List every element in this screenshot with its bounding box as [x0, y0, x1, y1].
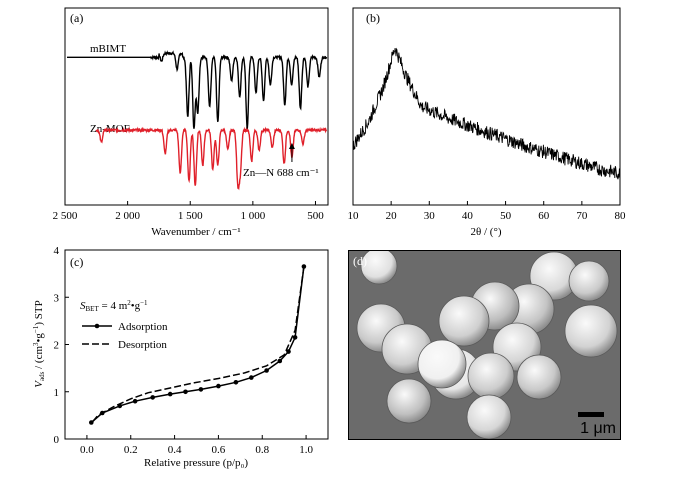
sem-sphere — [466, 394, 512, 439]
panel-c-xtick-label: 0.0 — [80, 444, 94, 456]
panel-c-ytick-label: 3 — [54, 292, 60, 304]
adsorption-point — [216, 383, 221, 389]
series-adsorption-line — [90, 266, 305, 424]
sem-image: (d) 1 μm — [348, 250, 621, 440]
sem-sphere — [516, 354, 562, 400]
scale-bar — [578, 412, 604, 417]
adsorption-point — [264, 368, 269, 373]
adsorption-point — [277, 358, 283, 364]
adsorption-point — [198, 387, 204, 392]
sem-sphere — [564, 304, 618, 358]
peak-arrow-head — [288, 143, 295, 149]
panel-c-xlabel: Relative pressure (p/p₀) — [144, 457, 248, 469]
sem-spheres — [356, 251, 618, 439]
panel-c-xtick-label: 1.0 — [299, 444, 313, 456]
panel-b-xtick-label: 80 — [615, 210, 627, 222]
panel-b-xlabel: 2θ / (°) — [470, 226, 501, 238]
adsorption-point — [249, 375, 254, 380]
panel-b-xtick-label: 30 — [424, 210, 436, 222]
panel-a-label: (a) — [70, 11, 83, 25]
adsorption-point — [301, 264, 307, 269]
panel-a-xtick-label: 1 000 — [240, 210, 265, 222]
panel-c-legend: Adsorption Desorption — [82, 321, 168, 351]
panel-c-ytick-label: 1 — [54, 387, 60, 399]
adsorption-point — [167, 391, 173, 397]
sem-sphere — [438, 295, 490, 347]
panel-a-frame — [64, 7, 329, 206]
panel-c-ytick-label: 0 — [54, 434, 60, 446]
sem-sphere — [360, 251, 398, 285]
sem-sphere — [467, 352, 515, 400]
panel-a-xtick-label: 1 500 — [178, 210, 203, 222]
peak-annotation: Zn—N 688 cm⁻¹ — [243, 167, 319, 179]
xrd-pattern-line — [352, 47, 621, 180]
panel-b-frame — [352, 7, 621, 206]
panel-b-xtick-label: 50 — [500, 210, 512, 222]
panel-a-xtick-label: 500 — [307, 210, 324, 222]
sem-sphere — [417, 339, 467, 389]
znmof-label: Zn-MOF — [90, 123, 130, 135]
panel-b-xtick-label: 10 — [348, 210, 360, 222]
panel-b-plot: 10 20 30 40 50 60 70 80 — [348, 47, 627, 222]
panel-c-xtick-label: 0.4 — [168, 444, 182, 456]
adsorption-point — [233, 380, 239, 385]
sem-sphere — [568, 260, 610, 302]
panel-a-plot: 2 500 2 000 1 500 1 000 500 — [53, 50, 328, 222]
series-desorption-line — [90, 266, 305, 424]
panel-c-xtick-label: 0.2 — [124, 444, 138, 456]
panel-b-label: (b) — [366, 11, 380, 25]
panel-d-label: (d) — [353, 254, 367, 268]
adsorption-point — [132, 398, 138, 404]
panel-c-xtick-label: 0.8 — [255, 444, 269, 456]
panel-c-label: (c) — [70, 255, 83, 269]
panel-b-xtick-label: 70 — [576, 210, 588, 222]
panel-c-plot: 0.0 0.2 0.4 0.6 0.8 1.0 0 1 2 3 4 — [54, 245, 314, 456]
legend-adsorption: Adsorption — [118, 321, 168, 333]
adsorption-point — [183, 389, 188, 395]
panel-a-xtick-label: 2 500 — [53, 210, 78, 222]
panel-b-xtick-label: 40 — [462, 210, 474, 222]
series-mbimt-line — [67, 50, 328, 129]
mbimt-label: mBIMT — [90, 43, 126, 55]
series-zn-mof-line — [95, 126, 328, 191]
panel-a-xtick-label: 2 000 — [115, 210, 140, 222]
panel-a-xlabel: Wavenumber / cm⁻¹ — [151, 226, 240, 238]
sem-sphere — [386, 378, 432, 424]
adsorption-point — [286, 349, 291, 354]
legend-desorption: Desorption — [118, 339, 167, 351]
adsorption-point — [292, 335, 298, 340]
bet-annotation: SBET = 4 m2•g−1 — [80, 299, 148, 313]
panel-c-ytick-label: 2 — [54, 340, 60, 352]
scale-bar-label: 1 μm — [580, 420, 616, 437]
panel-b-xtick-label: 60 — [538, 210, 550, 222]
panel-c-xtick-label: 0.6 — [212, 444, 226, 456]
panel-c-ytick-label: 4 — [54, 245, 60, 257]
adsorption-point — [150, 395, 155, 400]
panel-b-xtick-label: 20 — [386, 210, 398, 222]
panel-c-ylabel: Vads / (cm3•g−1) STP — [32, 300, 46, 387]
